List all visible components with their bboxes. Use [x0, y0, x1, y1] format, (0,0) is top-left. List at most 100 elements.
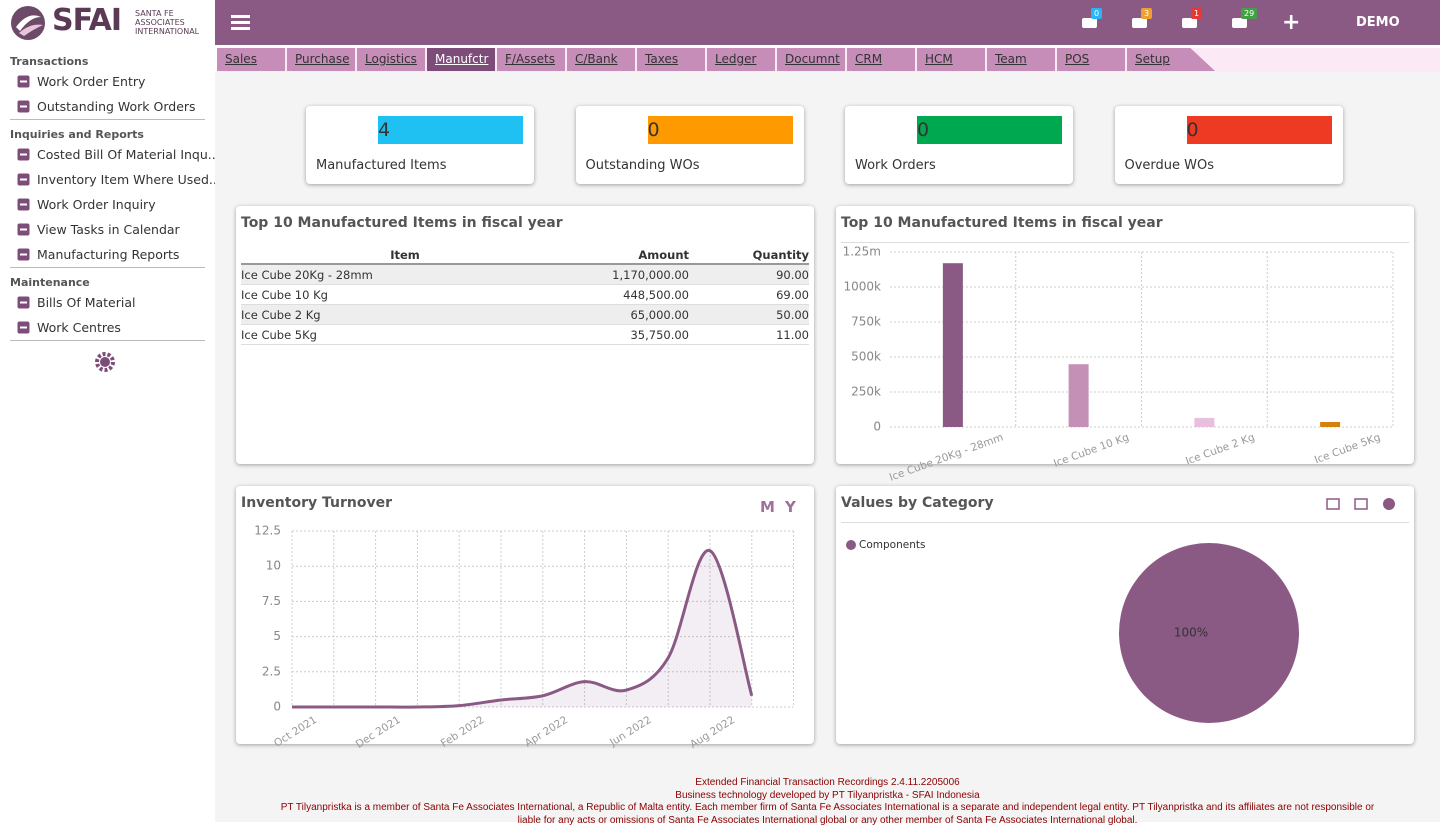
kpi-card: 0 Outstanding WOs [576, 106, 804, 184]
nav-icon [17, 223, 30, 236]
nav-label: Bills Of Material [37, 295, 135, 310]
nav-icon [17, 148, 30, 161]
tab[interactable]: Team [987, 48, 1055, 71]
panel-title: Top 10 Manufactured Items in fiscal year [841, 215, 1163, 231]
footer-line: liable for any acts or omissions of Sant… [215, 815, 1440, 827]
tab[interactable]: Logistics [357, 48, 425, 71]
footer-line: PT Tilyanpristka is a member of Santa Fe… [215, 802, 1440, 815]
kpi-value: 0 [648, 116, 793, 144]
user-name[interactable]: DEMO [1356, 15, 1400, 30]
table-cell: 90.00 [689, 264, 809, 285]
icon-detail [20, 179, 27, 181]
panel: Top 10 Manufactured Items in fiscal year [836, 206, 1414, 464]
tab[interactable]: POS [1057, 48, 1125, 71]
title-rule [841, 522, 1409, 523]
title-rule [841, 242, 1409, 243]
tagline-line: SANTA FE [135, 9, 199, 18]
column-header: Quantity [689, 246, 809, 264]
tab[interactable]: Taxes [637, 48, 705, 71]
tab[interactable]: Documnt [777, 48, 845, 71]
nav-item[interactable]: Outstanding Work Orders [0, 94, 215, 119]
kpi-value: 0 [917, 116, 1062, 144]
nav-item[interactable]: Work Order Entry [0, 69, 215, 94]
nav-item[interactable]: View Tasks in Calendar [0, 217, 215, 242]
logo-mark [10, 5, 46, 41]
kpi-card: 0 Work Orders [845, 106, 1073, 184]
table-cell: 69.00 [689, 285, 809, 305]
icon-detail [20, 327, 27, 329]
icon-detail [20, 154, 27, 156]
glyph [1383, 498, 1395, 510]
theme-toggle[interactable] [94, 351, 116, 373]
header-icon[interactable]: 0 [1081, 14, 1099, 32]
table-cell: Ice Cube 2 Kg [241, 305, 569, 325]
tab[interactable]: HCM [917, 48, 985, 71]
section-heading: Maintenance [0, 268, 215, 290]
nav-label: Work Order Entry [37, 74, 145, 89]
kpi-label: Work Orders [855, 158, 936, 173]
header-icon[interactable]: 1 [1181, 14, 1199, 32]
bar-view[interactable] [1325, 497, 1341, 511]
tab[interactable]: Purchase [287, 48, 355, 71]
glyph [1355, 499, 1367, 509]
nav-icon [17, 296, 30, 309]
nav-item[interactable]: Costed Bill Of Material Inqu... [0, 142, 215, 167]
nav-label: Work Order Inquiry [37, 197, 156, 212]
footer-line: Business technology developed by PT Tily… [215, 790, 1440, 803]
section-heading: Inquiries and Reports [0, 120, 215, 142]
nav-item[interactable]: Work Order Inquiry [0, 192, 215, 217]
panel: Values by Category [836, 486, 1414, 744]
tagline-line: INTERNATIONAL [135, 27, 199, 36]
icon-detail [20, 81, 27, 83]
table-cell: 448,500.00 [569, 285, 689, 305]
nav-label: Work Centres [37, 320, 121, 335]
table-cell: 50.00 [689, 305, 809, 325]
header-icon[interactable]: 29 [1231, 14, 1249, 32]
pie-view[interactable] [1381, 497, 1397, 511]
tab[interactable]: C/Bank [567, 48, 635, 71]
kpi-label: Outstanding WOs [586, 158, 700, 173]
separator [10, 340, 205, 341]
period-button[interactable]: M [760, 498, 775, 516]
section-heading: Transactions [0, 47, 215, 69]
tab[interactable]: CRM [847, 48, 915, 71]
add-button[interactable]: + [1282, 10, 1300, 35]
badge: 3 [1141, 8, 1152, 19]
table-view[interactable] [1353, 497, 1369, 511]
period-button[interactable]: Y [785, 498, 796, 516]
nav-item[interactable]: Work Centres [0, 315, 215, 340]
icon-detail [20, 106, 27, 108]
glyph [1232, 18, 1247, 28]
table-cell: 1,170,000.00 [569, 264, 689, 285]
header-icon[interactable]: 3 [1131, 14, 1149, 32]
nav-item[interactable]: Bills Of Material [0, 290, 215, 315]
tab[interactable]: Ledger [707, 48, 775, 71]
icon-detail [20, 302, 27, 304]
nav-icon [17, 100, 30, 113]
tagline-line: ASSOCIATES [135, 18, 199, 27]
tab[interactable]: Sales [217, 48, 285, 71]
badge: 1 [1191, 8, 1202, 19]
footer-line: Extended Financial Transaction Recording… [215, 777, 1440, 790]
nav-label: Manufacturing Reports [37, 247, 179, 262]
nav-icon [17, 173, 30, 186]
nav-icon [17, 198, 30, 211]
menu-icon[interactable] [231, 15, 251, 31]
logo-name: SFAI [52, 3, 121, 38]
tab[interactable]: Setup [1127, 48, 1215, 71]
tab[interactable]: F/Assets [497, 48, 565, 71]
table-cell: 65,000.00 [569, 305, 689, 325]
nav-item[interactable]: Inventory Item Where Used... [0, 167, 215, 192]
tab[interactable]: Manufctr [427, 48, 495, 71]
nav-item[interactable]: Manufacturing Reports [0, 242, 215, 267]
kpi-label: Manufactured Items [316, 158, 447, 173]
column-header: Item [241, 246, 569, 264]
